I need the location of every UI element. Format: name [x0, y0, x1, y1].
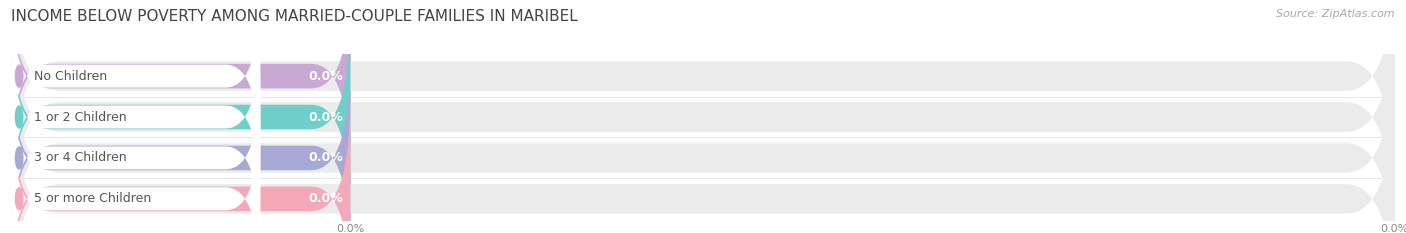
FancyBboxPatch shape [11, 26, 260, 208]
FancyBboxPatch shape [11, 29, 1395, 233]
FancyBboxPatch shape [11, 15, 350, 219]
Circle shape [15, 65, 22, 87]
Circle shape [15, 188, 22, 210]
FancyBboxPatch shape [11, 70, 1395, 233]
Text: No Children: No Children [34, 70, 107, 82]
Text: Source: ZipAtlas.com: Source: ZipAtlas.com [1277, 9, 1395, 19]
Text: INCOME BELOW POVERTY AMONG MARRIED-COUPLE FAMILIES IN MARIBEL: INCOME BELOW POVERTY AMONG MARRIED-COUPL… [11, 9, 578, 24]
Text: 0.0%: 0.0% [308, 70, 343, 82]
FancyBboxPatch shape [11, 0, 260, 167]
Text: 5 or more Children: 5 or more Children [34, 192, 152, 205]
FancyBboxPatch shape [11, 0, 350, 178]
FancyBboxPatch shape [11, 96, 350, 233]
FancyBboxPatch shape [11, 0, 1395, 233]
FancyBboxPatch shape [11, 0, 1395, 205]
Text: 0.0%: 0.0% [308, 151, 343, 164]
Text: 1 or 2 Children: 1 or 2 Children [34, 110, 127, 123]
Circle shape [15, 106, 22, 128]
Text: 0.0%: 0.0% [308, 110, 343, 123]
FancyBboxPatch shape [11, 56, 350, 233]
Circle shape [15, 147, 22, 169]
FancyBboxPatch shape [11, 67, 260, 233]
Text: 0.0%: 0.0% [308, 192, 343, 205]
FancyBboxPatch shape [11, 108, 260, 233]
Text: 3 or 4 Children: 3 or 4 Children [34, 151, 127, 164]
